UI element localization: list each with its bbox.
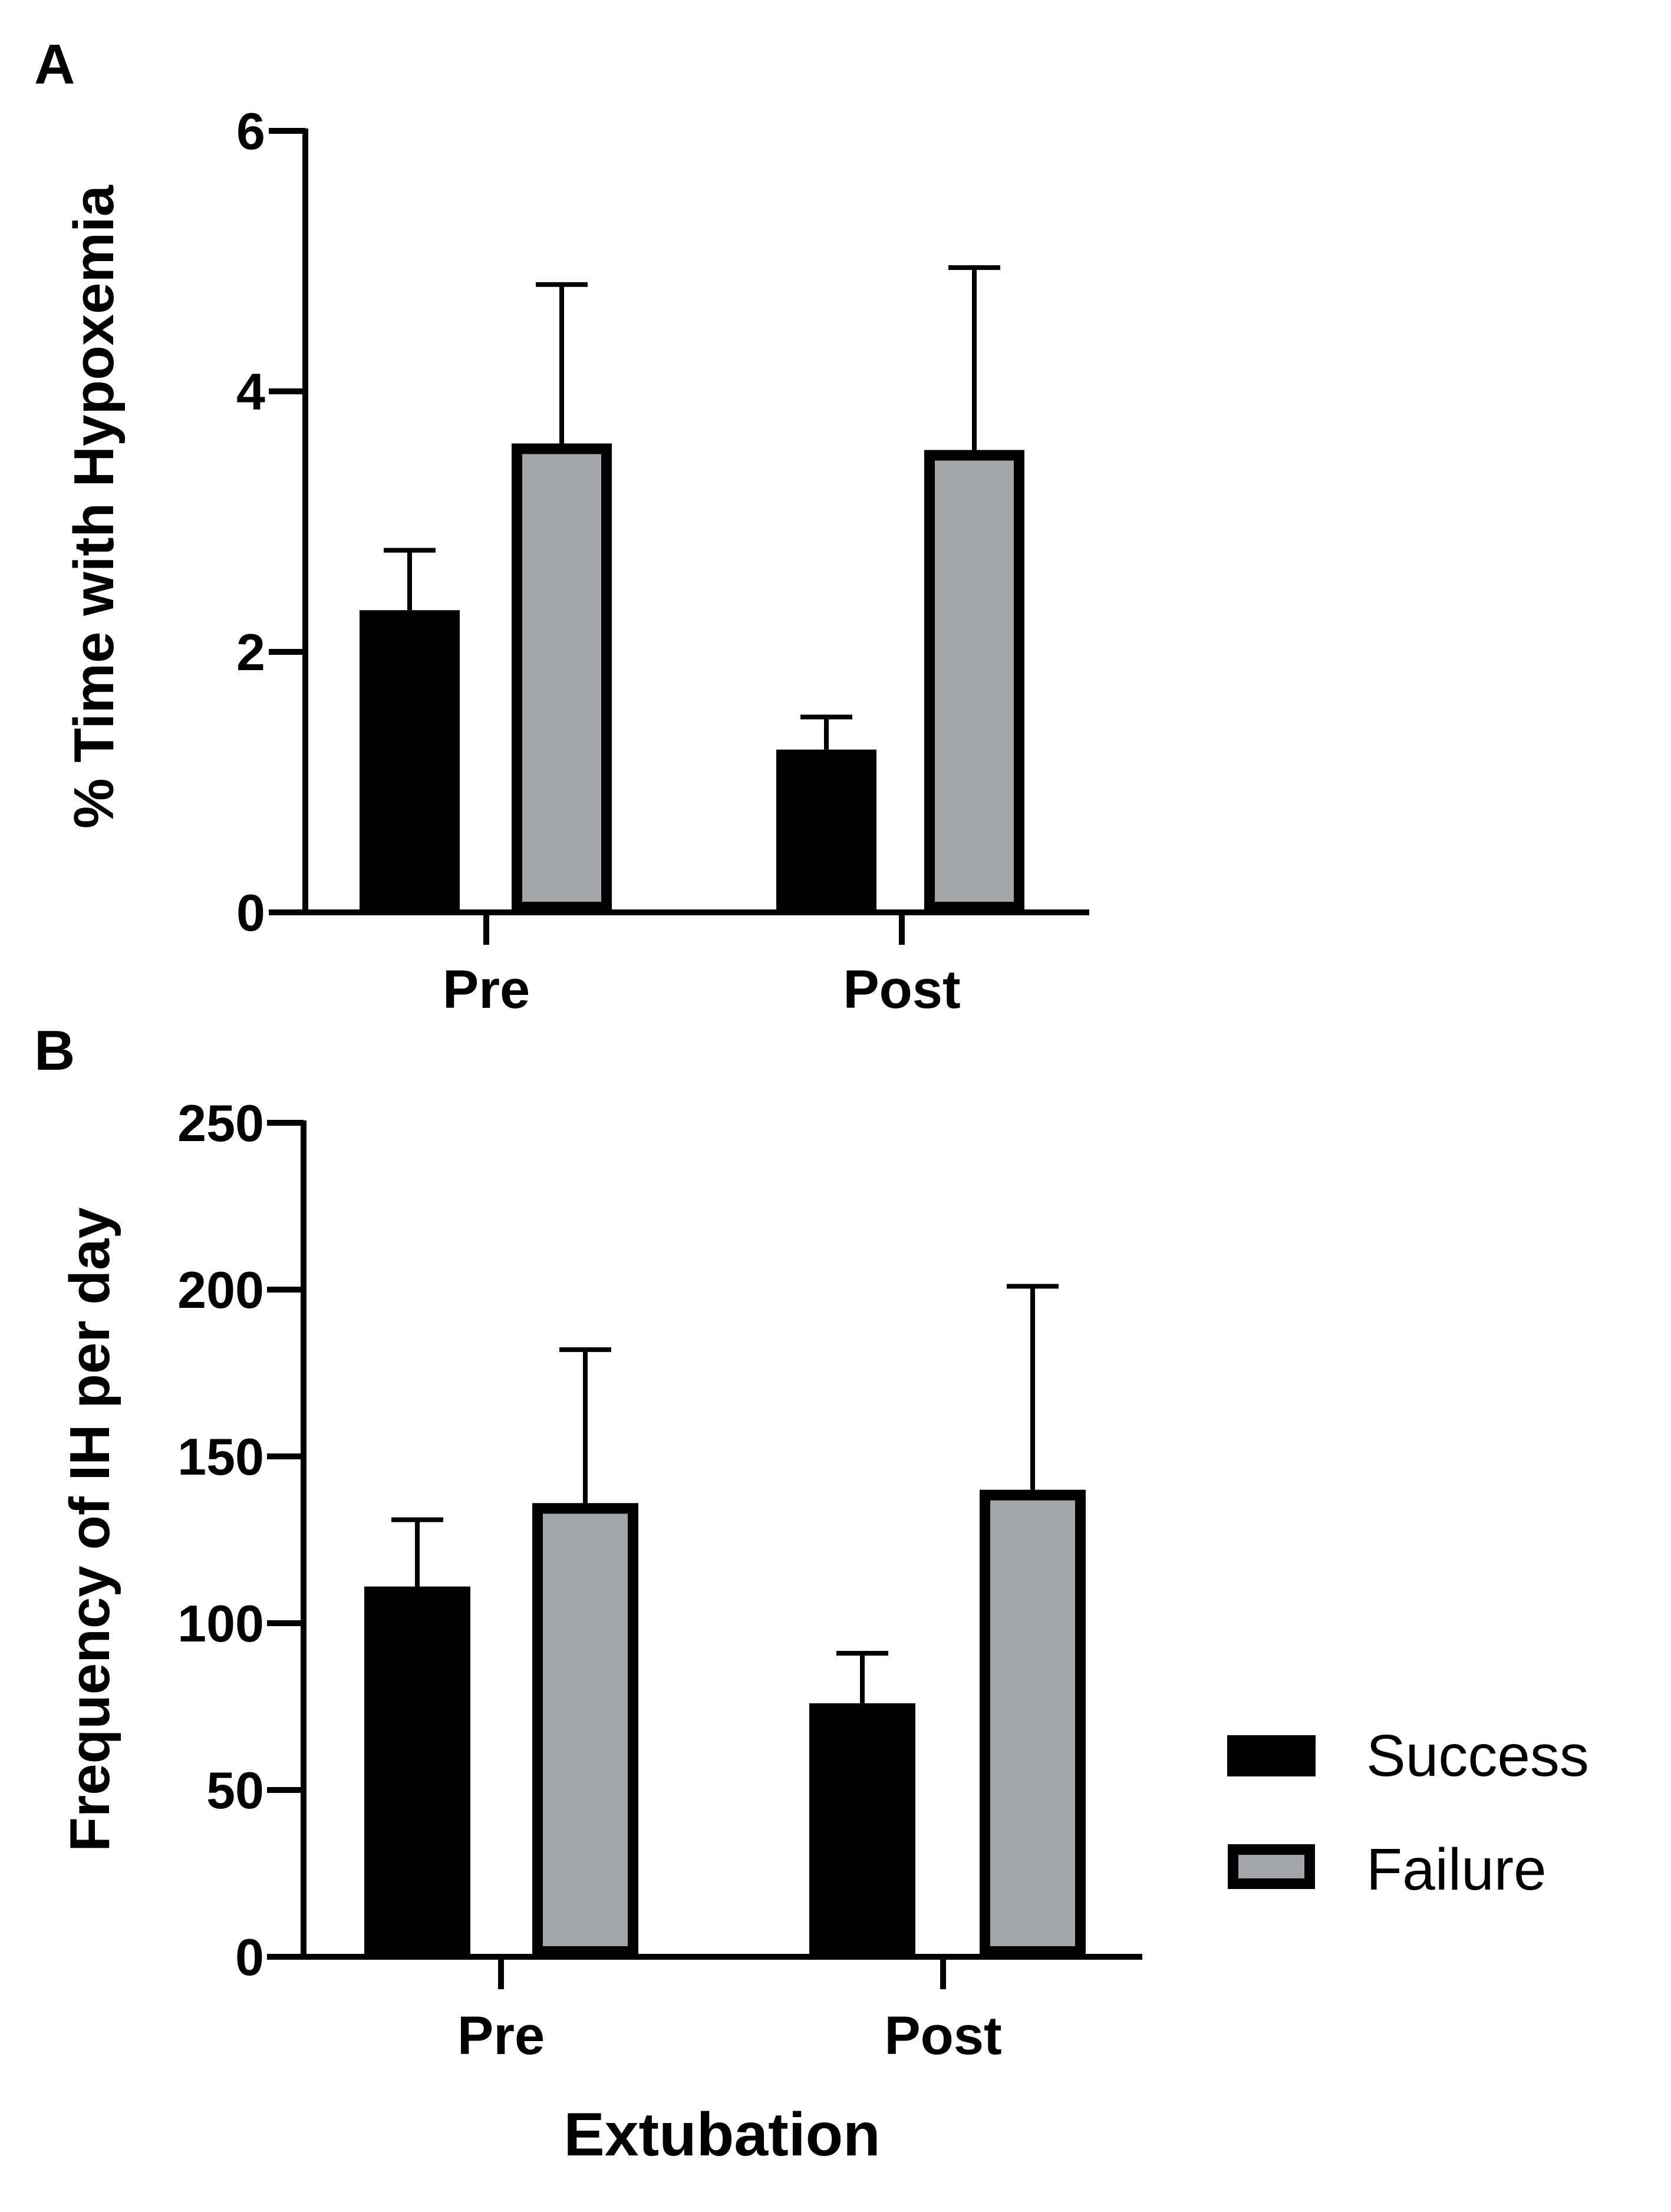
panel-a: A % Time with Hypoxemia 0 2 4 6 Pre Post [34, 33, 1089, 1020]
bar-failure [980, 1489, 1086, 1957]
y-tick-label: 50 [206, 1761, 264, 1819]
panel-a-y-axis-title: % Time with Hypoxemia [62, 184, 126, 828]
bar-success [776, 749, 876, 912]
panel-a-label: A [34, 33, 75, 96]
panel-a-y-axis: 0 2 4 6 [236, 102, 308, 942]
y-tick-label: 0 [236, 884, 265, 942]
legend-label-success: Success [1366, 1723, 1589, 1789]
legend-swatch-failure [1228, 1844, 1315, 1889]
panel-b-label: B [34, 1019, 75, 1082]
bar-failure [924, 450, 1024, 912]
panel-b-y-axis: 0 50 100 150 200 250 [177, 1094, 306, 1986]
y-tick-label: 6 [236, 102, 265, 160]
y-tick-label: 2 [236, 623, 265, 681]
y-tick-label: 250 [177, 1094, 264, 1152]
x-tick-label: Post [843, 960, 960, 1020]
y-tick-label: 100 [177, 1594, 264, 1653]
panel-b-y-axis-title: Frequency of IH per day [58, 1207, 121, 1852]
x-tick-label: Post [884, 2006, 1001, 2066]
bar-failure [512, 443, 612, 912]
y-tick-label: 0 [235, 1928, 264, 1986]
panel-b: B Frequency of IH per day 0 50 100 150 200 25… [34, 1019, 1142, 2169]
panel-b-x-axis: Pre Post [301, 1954, 1142, 2066]
bar-success [809, 1703, 915, 1957]
panel-a-x-axis: Pre Post [302, 909, 1089, 1020]
x-tick-label: Pre [457, 2006, 545, 2066]
legend-swatch-success [1227, 1735, 1316, 1776]
y-tick-label: 4 [236, 362, 265, 421]
legend-label-failure: Failure [1366, 1837, 1547, 1903]
legend: Success Failure [1227, 1723, 1589, 1903]
x-tick-label: Pre [443, 960, 530, 1020]
panel-a-bars [360, 265, 1024, 912]
y-tick-label: 150 [177, 1428, 264, 1486]
panel-b-bars [364, 1284, 1086, 1957]
bar-success [360, 610, 460, 912]
bar-success [364, 1586, 470, 1957]
bar-failure [532, 1503, 638, 1957]
y-tick-label: 200 [177, 1261, 264, 1319]
panel-b-x-axis-title: Extubation [563, 2101, 880, 2169]
